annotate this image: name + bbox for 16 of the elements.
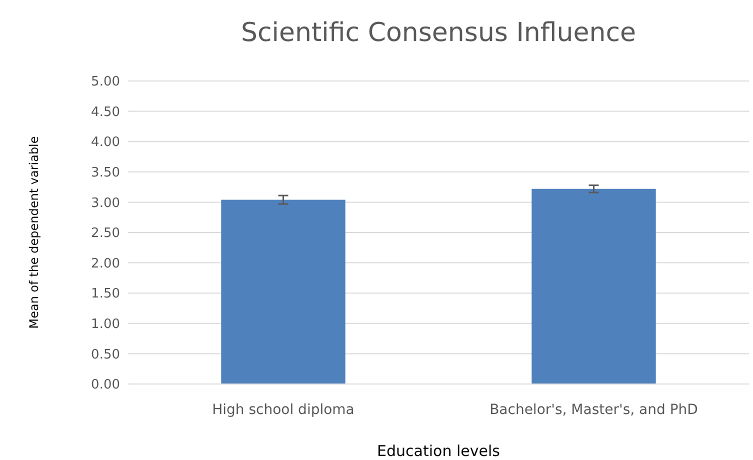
y-tick-label: 2.00 [91,256,120,272]
y-tick-label: 1.50 [91,286,120,302]
y-tick-label: 3.50 [91,165,120,180]
y-tick-label: 5.00 [91,74,120,90]
y-tick-label: 4.50 [91,104,120,120]
y-tick-label: 2.50 [91,226,120,242]
x-tick-label: High school diploma [212,402,354,418]
y-axis-title: Mean of the dependent variable [27,136,41,329]
y-tick-label: 3.00 [91,196,120,211]
x-axis-title: Education levels [377,442,500,460]
y-tick-label: 0.50 [91,347,120,362]
x-tick-label: Bachelor's, Master's, and PhD [490,402,698,418]
y-tick-label: 4.00 [91,135,120,150]
y-tick-label: 1.00 [91,316,120,332]
y-tick-label: 0.00 [91,378,120,393]
chart-title: Scientific Consensus Influence [240,18,636,48]
